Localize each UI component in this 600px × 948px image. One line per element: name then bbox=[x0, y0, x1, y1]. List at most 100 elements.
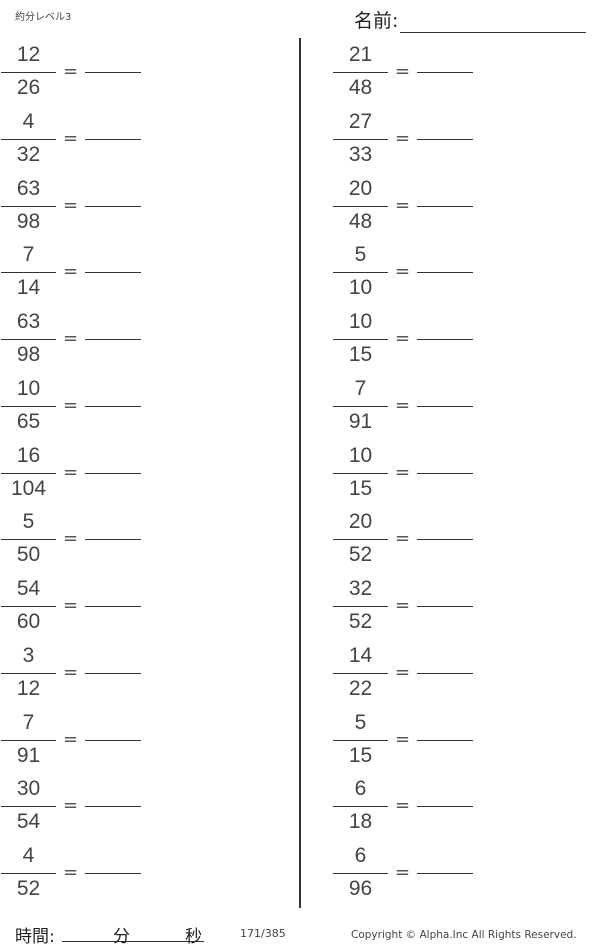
denominator: 22 bbox=[348, 676, 373, 700]
answer-blank[interactable] bbox=[85, 339, 141, 340]
fraction-bar bbox=[1, 339, 56, 340]
fraction-bar bbox=[333, 272, 388, 274]
numerator: 21 bbox=[348, 43, 373, 66]
answer-blank[interactable] bbox=[85, 472, 141, 474]
numerator: 14 bbox=[348, 643, 373, 667]
equals-sign: = bbox=[395, 61, 411, 82]
numerator: 32 bbox=[348, 577, 373, 600]
problem-row: 14 22 = bbox=[333, 640, 533, 700]
denominator: 104 bbox=[10, 476, 47, 500]
denominator: 52 bbox=[348, 543, 373, 567]
answer-blank[interactable] bbox=[417, 539, 473, 541]
problem-row: 7 91 = bbox=[333, 373, 533, 433]
denominator: 60 bbox=[16, 610, 41, 633]
answer-blank[interactable] bbox=[417, 72, 473, 73]
numerator: 4 bbox=[22, 109, 35, 133]
numerator: 27 bbox=[348, 109, 373, 133]
equals-sign: = bbox=[395, 394, 411, 416]
answer-blank[interactable] bbox=[417, 806, 473, 808]
answer-blank[interactable] bbox=[85, 739, 141, 741]
equals-sign: = bbox=[395, 194, 411, 216]
numerator: 10 bbox=[348, 443, 373, 467]
denominator: 48 bbox=[348, 209, 373, 233]
fraction-bar bbox=[1, 606, 56, 607]
fraction-bar bbox=[1, 739, 56, 741]
equals-sign: = bbox=[63, 61, 79, 82]
denominator: 15 bbox=[348, 343, 373, 366]
fraction-bar bbox=[333, 72, 388, 73]
fraction-bar bbox=[1, 205, 56, 207]
numerator: 63 bbox=[16, 310, 41, 333]
answer-blank[interactable] bbox=[85, 873, 141, 874]
equals-sign: = bbox=[63, 261, 79, 283]
time-blank-line[interactable] bbox=[62, 941, 204, 942]
denominator: 91 bbox=[348, 409, 373, 433]
name-field[interactable]: 名前: bbox=[354, 6, 587, 33]
answer-blank[interactable] bbox=[417, 405, 473, 407]
fraction-bar bbox=[333, 138, 388, 140]
denominator: 32 bbox=[16, 142, 41, 166]
answer-blank[interactable] bbox=[85, 205, 141, 207]
equals-sign: = bbox=[395, 862, 411, 883]
denominator: 65 bbox=[16, 409, 41, 433]
fraction-bar bbox=[1, 72, 56, 73]
problem-row: 10 15 = bbox=[333, 440, 533, 500]
numerator: 10 bbox=[16, 376, 41, 400]
answer-blank[interactable] bbox=[417, 739, 473, 741]
minutes-label: 分 bbox=[113, 927, 130, 947]
problem-row: 3 12 = bbox=[1, 640, 201, 700]
fraction-bar bbox=[1, 272, 56, 274]
problem-row: 16 104 = bbox=[1, 440, 201, 500]
answer-blank[interactable] bbox=[85, 405, 141, 407]
answer-blank[interactable] bbox=[417, 205, 473, 207]
problem-row: 32 52 = bbox=[333, 573, 533, 633]
answer-blank[interactable] bbox=[85, 272, 141, 274]
problem-row: 63 98 = bbox=[1, 173, 201, 233]
fraction-bar bbox=[1, 405, 56, 407]
denominator: 50 bbox=[16, 543, 41, 567]
numerator: 3 bbox=[22, 643, 35, 667]
problem-row: 7 14 = bbox=[1, 239, 201, 299]
equals-sign: = bbox=[63, 862, 79, 883]
problem-row: 54 60 = bbox=[1, 573, 201, 633]
problem-row: 4 32 = bbox=[1, 106, 201, 166]
numerator: 5 bbox=[354, 243, 367, 267]
equals-sign: = bbox=[63, 661, 79, 683]
answer-blank[interactable] bbox=[85, 606, 141, 607]
answer-blank[interactable] bbox=[417, 272, 473, 274]
name-blank-line[interactable] bbox=[400, 12, 587, 33]
answer-blank[interactable] bbox=[417, 339, 473, 340]
answer-blank[interactable] bbox=[85, 539, 141, 541]
answer-blank[interactable] bbox=[417, 606, 473, 607]
equals-sign: = bbox=[63, 194, 79, 216]
equals-sign: = bbox=[63, 461, 79, 483]
answer-blank[interactable] bbox=[417, 672, 473, 674]
fraction-bar bbox=[333, 873, 388, 874]
denominator: 91 bbox=[16, 743, 41, 767]
fraction-bar bbox=[333, 606, 388, 607]
problem-row: 7 91 = bbox=[1, 707, 201, 767]
problem-row: 27 33 = bbox=[333, 106, 533, 166]
numerator: 4 bbox=[22, 844, 35, 867]
numerator: 5 bbox=[22, 510, 35, 534]
problem-row: 6 96 = bbox=[333, 840, 533, 900]
answer-blank[interactable] bbox=[85, 138, 141, 140]
numerator: 20 bbox=[348, 510, 373, 534]
numerator: 20 bbox=[348, 176, 373, 200]
fraction-bar bbox=[333, 472, 388, 474]
problem-row: 5 15 = bbox=[333, 707, 533, 767]
answer-blank[interactable] bbox=[417, 472, 473, 474]
answer-blank[interactable] bbox=[417, 138, 473, 140]
answer-blank[interactable] bbox=[85, 672, 141, 674]
numerator: 12 bbox=[16, 43, 41, 66]
equals-sign: = bbox=[395, 595, 411, 616]
problem-row: 20 52 = bbox=[333, 506, 533, 566]
numerator: 6 bbox=[354, 777, 367, 801]
denominator: 98 bbox=[16, 209, 41, 233]
answer-blank[interactable] bbox=[85, 806, 141, 808]
problem-row: 5 10 = bbox=[333, 239, 533, 299]
equals-sign: = bbox=[395, 728, 411, 750]
fraction-bar bbox=[1, 138, 56, 140]
answer-blank[interactable] bbox=[85, 72, 141, 73]
answer-blank[interactable] bbox=[417, 873, 473, 874]
